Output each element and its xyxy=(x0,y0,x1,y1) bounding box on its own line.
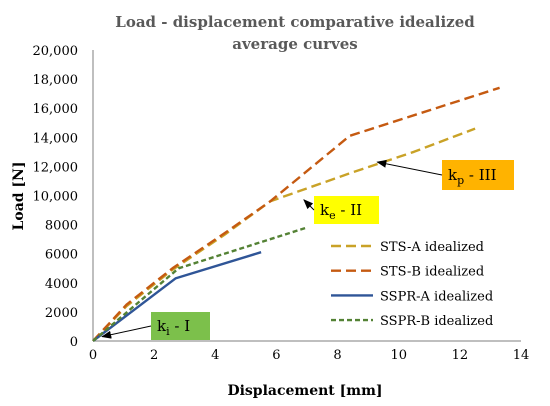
annotation-base: k xyxy=(157,317,167,335)
y-tick-label: 10,000 xyxy=(33,190,79,205)
x-tick-label: 2 xyxy=(150,348,158,363)
x-tick-label: 0 xyxy=(89,348,97,363)
annotation-label: kp - III xyxy=(448,166,497,187)
series-line xyxy=(92,127,476,342)
x-tick-label: 12 xyxy=(452,348,469,363)
annotation-arrow xyxy=(376,159,443,176)
y-tick-label: 14,000 xyxy=(33,131,79,146)
legend-label: SSPR-B idealized xyxy=(380,314,493,329)
annotation-rest: - III xyxy=(464,166,496,184)
y-tick-label: 6000 xyxy=(45,248,78,263)
y-axis-label: Load [N] xyxy=(11,162,27,231)
annotation-rest: - I xyxy=(170,317,191,335)
y-tick-label: 16,000 xyxy=(33,102,79,117)
x-tick-label: 4 xyxy=(211,348,219,363)
annotation-sub: i xyxy=(166,325,170,338)
annotation-box xyxy=(151,312,210,340)
annotation-label: ki - I xyxy=(157,317,190,338)
chart-title-line-2: average curves xyxy=(232,35,358,53)
annotation-box xyxy=(314,196,379,224)
x-axis-label: Displacement [mm] xyxy=(227,383,382,399)
annotation-rest: - II xyxy=(336,201,363,219)
y-tick-label: 18,000 xyxy=(33,73,79,88)
x-tick-label: 14 xyxy=(513,348,530,363)
annotation-sub: p xyxy=(457,174,464,187)
legend: STS-A idealized STS-B idealized SSPR-A ide… xyxy=(331,240,493,329)
y-tick-label: 4000 xyxy=(45,277,78,292)
y-tick-label: 0 xyxy=(70,335,78,350)
series-line xyxy=(92,251,262,342)
annotation-arrow xyxy=(101,325,152,339)
series-layer xyxy=(92,86,500,342)
x-tick-label: 10 xyxy=(390,348,407,363)
y-tick-label: 2000 xyxy=(45,306,78,321)
legend-label: STS-B idealized xyxy=(380,265,484,280)
legend-label: STS-A idealized xyxy=(380,240,484,255)
y-tick-label: 20,000 xyxy=(33,44,79,59)
annotation-box xyxy=(442,160,514,190)
series-line xyxy=(92,86,500,342)
series-line xyxy=(92,226,308,342)
legend-label: SSPR-A idealized xyxy=(380,289,493,304)
annotation-base: k xyxy=(320,201,330,219)
x-tick-label: 8 xyxy=(333,348,341,363)
annotation-sub: e xyxy=(329,209,336,222)
x-tick-label: 6 xyxy=(272,348,280,363)
y-tick-label: 8000 xyxy=(45,219,78,234)
y-tick-label: 12,000 xyxy=(33,160,79,175)
annotation-base: k xyxy=(448,166,458,184)
chart-title-line-1: Load - displacement comparative idealize… xyxy=(115,13,475,31)
annotation-arrow xyxy=(303,199,315,211)
axes: 0 2 4 6 8 10 12 14 0 2000 4000 6000 8000 10,000 12,000… xyxy=(33,44,530,363)
annotation-label: ke - II xyxy=(320,201,362,222)
